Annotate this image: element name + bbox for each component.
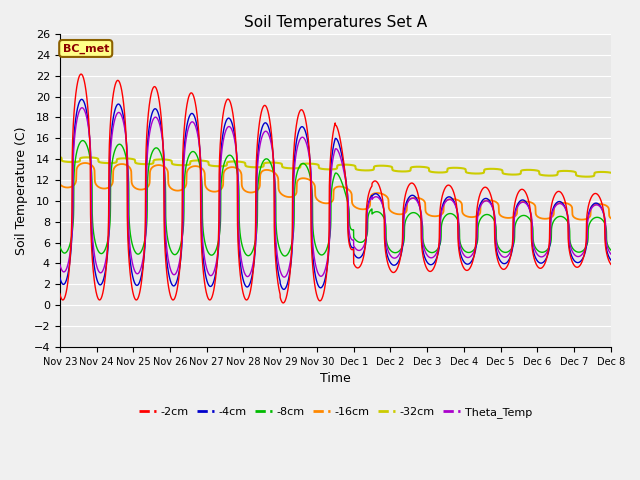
Y-axis label: Soil Temperature (C): Soil Temperature (C) [15,126,28,255]
Legend: -2cm, -4cm, -8cm, -16cm, -32cm, Theta_Temp: -2cm, -4cm, -8cm, -16cm, -32cm, Theta_Te… [134,403,536,422]
X-axis label: Time: Time [320,372,351,385]
Text: BC_met: BC_met [63,43,109,54]
Title: Soil Temperatures Set A: Soil Temperatures Set A [244,15,427,30]
